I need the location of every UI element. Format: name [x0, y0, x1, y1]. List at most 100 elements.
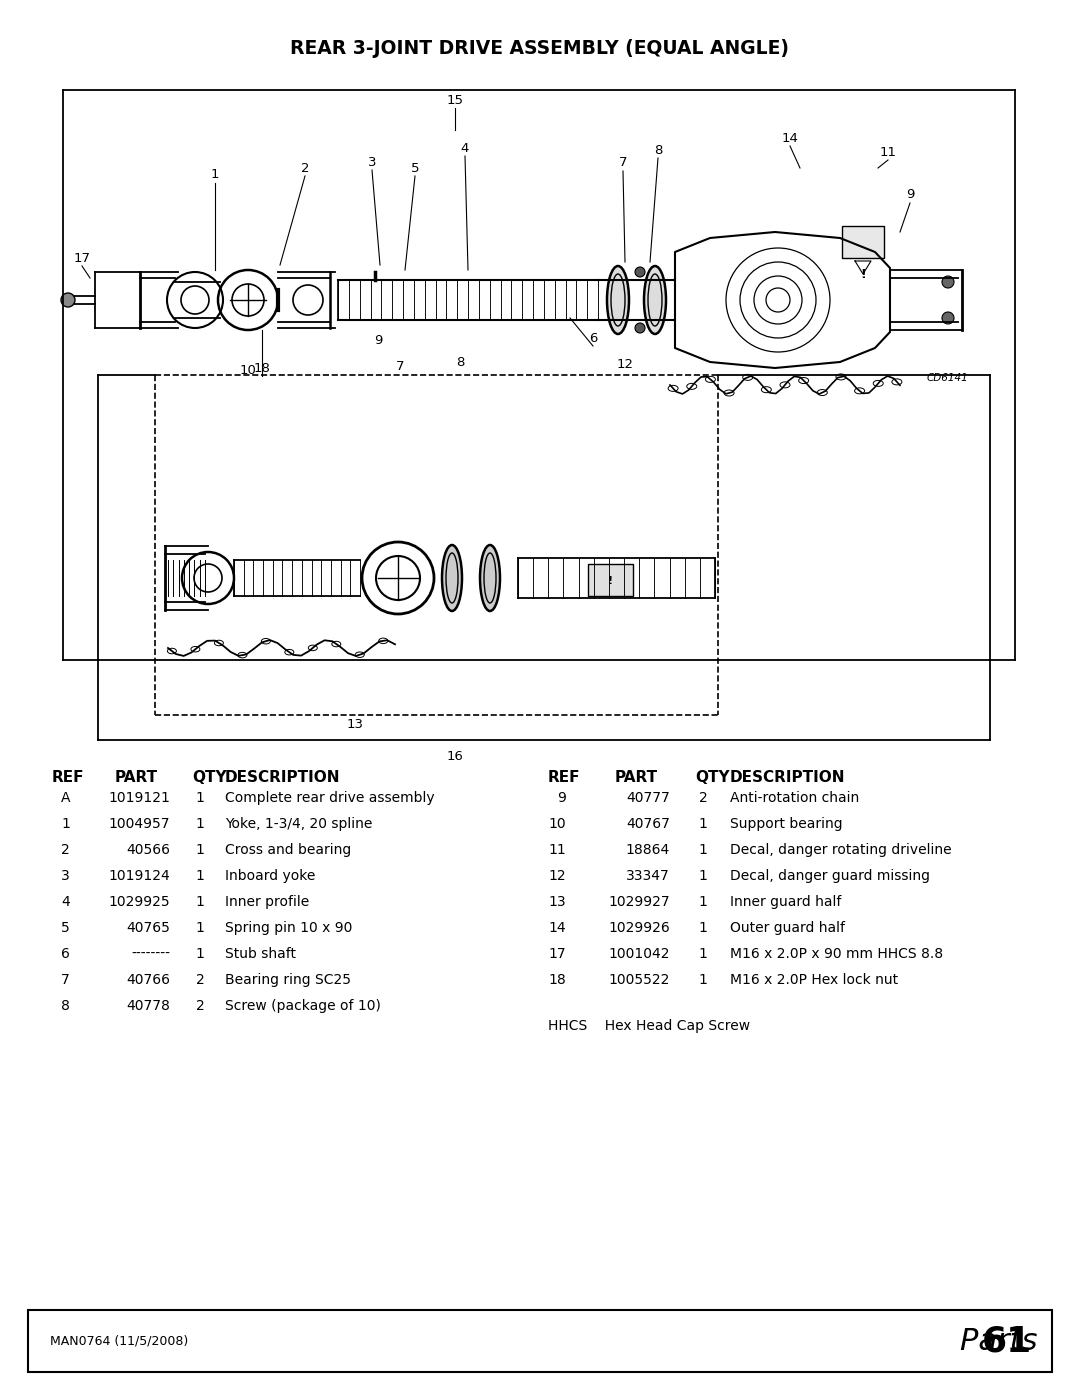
Text: Decal, danger rotating driveline: Decal, danger rotating driveline: [730, 842, 951, 856]
Text: 1: 1: [195, 842, 204, 856]
Text: Parts: Parts: [960, 1327, 1048, 1355]
Text: 1: 1: [699, 921, 707, 935]
Text: Decal, danger guard missing: Decal, danger guard missing: [730, 869, 930, 883]
Text: Spring pin 10 x 90: Spring pin 10 x 90: [225, 921, 352, 935]
Text: 12: 12: [549, 869, 566, 883]
Text: 13: 13: [549, 895, 566, 909]
Text: 1: 1: [699, 895, 707, 909]
Text: 8: 8: [62, 999, 70, 1013]
Text: Anti-rotation chain: Anti-rotation chain: [730, 791, 860, 805]
Text: 11: 11: [549, 842, 566, 856]
Text: 1001042: 1001042: [608, 947, 670, 961]
Text: 40765: 40765: [126, 921, 170, 935]
Text: 12: 12: [617, 359, 634, 372]
Text: Outer guard half: Outer guard half: [730, 921, 845, 935]
Text: 6: 6: [62, 947, 70, 961]
Text: HHCS    Hex Head Cap Screw: HHCS Hex Head Cap Screw: [548, 1018, 751, 1032]
Text: DESCRIPTION: DESCRIPTION: [225, 771, 340, 785]
Text: 9: 9: [557, 791, 566, 805]
Text: 18864: 18864: [625, 842, 670, 856]
Text: 15: 15: [446, 94, 463, 106]
Text: PART: PART: [615, 771, 658, 785]
Text: 9: 9: [906, 189, 914, 201]
Text: 1: 1: [195, 869, 204, 883]
Text: Inboard yoke: Inboard yoke: [225, 869, 315, 883]
Text: 5: 5: [62, 921, 70, 935]
Circle shape: [635, 323, 645, 332]
Text: Support bearing: Support bearing: [730, 817, 842, 831]
Text: 1: 1: [211, 169, 219, 182]
Text: 1: 1: [699, 947, 707, 961]
Text: 1029927: 1029927: [608, 895, 670, 909]
Text: 1019121: 1019121: [108, 791, 170, 805]
Text: 7: 7: [62, 972, 70, 988]
Text: !: !: [860, 267, 866, 281]
Circle shape: [942, 312, 954, 324]
Text: Stub shaft: Stub shaft: [225, 947, 296, 961]
Ellipse shape: [607, 265, 629, 334]
Text: 2: 2: [62, 842, 70, 856]
Text: Yoke, 1-3/4, 20 spline: Yoke, 1-3/4, 20 spline: [225, 817, 373, 831]
FancyBboxPatch shape: [842, 226, 885, 258]
Text: 11: 11: [879, 145, 896, 158]
Text: 9: 9: [374, 334, 382, 346]
Text: 18: 18: [254, 362, 270, 374]
Text: 2: 2: [699, 791, 707, 805]
Text: CD6141: CD6141: [927, 373, 968, 383]
Text: QTY: QTY: [192, 771, 227, 785]
Text: Screw (package of 10): Screw (package of 10): [225, 999, 381, 1013]
Text: QTY: QTY: [696, 771, 730, 785]
Text: 1029926: 1029926: [608, 921, 670, 935]
Text: M16 x 2.0P Hex lock nut: M16 x 2.0P Hex lock nut: [730, 972, 899, 988]
Text: 61: 61: [982, 1324, 1032, 1358]
Circle shape: [60, 293, 75, 307]
Text: PART: PART: [114, 771, 158, 785]
Text: 10: 10: [240, 363, 256, 377]
Text: 40766: 40766: [126, 972, 170, 988]
Text: 40778: 40778: [126, 999, 170, 1013]
Ellipse shape: [480, 545, 500, 610]
Text: 1: 1: [195, 947, 204, 961]
Text: 8: 8: [456, 355, 464, 369]
Text: 1: 1: [699, 842, 707, 856]
Text: REF: REF: [548, 771, 581, 785]
Text: 1: 1: [699, 869, 707, 883]
Text: 7: 7: [395, 359, 404, 373]
Text: Bearing ring SC25: Bearing ring SC25: [225, 972, 351, 988]
Text: 1: 1: [699, 972, 707, 988]
Text: REF: REF: [52, 771, 84, 785]
Circle shape: [942, 277, 954, 288]
Text: 2: 2: [195, 999, 204, 1013]
Text: 40566: 40566: [126, 842, 170, 856]
Text: 33347: 33347: [626, 869, 670, 883]
Text: 1: 1: [699, 817, 707, 831]
Text: A: A: [60, 791, 70, 805]
Text: 5: 5: [410, 162, 419, 175]
Text: 1: 1: [195, 817, 204, 831]
Text: 4: 4: [62, 895, 70, 909]
Text: Inner profile: Inner profile: [225, 895, 309, 909]
Text: 40767: 40767: [626, 817, 670, 831]
Text: 3: 3: [62, 869, 70, 883]
Text: 1019124: 1019124: [108, 869, 170, 883]
Text: 10: 10: [549, 817, 566, 831]
Text: !: !: [607, 576, 612, 585]
Text: 1: 1: [195, 921, 204, 935]
Text: --------: --------: [131, 947, 170, 961]
Text: M16 x 2.0P x 90 mm HHCS 8.8: M16 x 2.0P x 90 mm HHCS 8.8: [730, 947, 943, 961]
Text: 8: 8: [653, 144, 662, 156]
Text: 14: 14: [782, 131, 798, 144]
Text: 2: 2: [195, 972, 204, 988]
Text: 13: 13: [347, 718, 364, 732]
Text: REAR 3-JOINT DRIVE ASSEMBLY (EQUAL ANGLE): REAR 3-JOINT DRIVE ASSEMBLY (EQUAL ANGLE…: [291, 39, 789, 57]
Text: 1029925: 1029925: [108, 895, 170, 909]
Text: 14: 14: [549, 921, 566, 935]
Text: 2: 2: [300, 162, 309, 175]
Text: Cross and bearing: Cross and bearing: [225, 842, 351, 856]
Text: 1: 1: [62, 817, 70, 831]
Text: DESCRIPTION: DESCRIPTION: [730, 771, 846, 785]
Text: Complete rear drive assembly: Complete rear drive assembly: [225, 791, 434, 805]
FancyBboxPatch shape: [28, 1310, 1052, 1372]
Text: 1005522: 1005522: [609, 972, 670, 988]
Text: 7: 7: [619, 156, 627, 169]
